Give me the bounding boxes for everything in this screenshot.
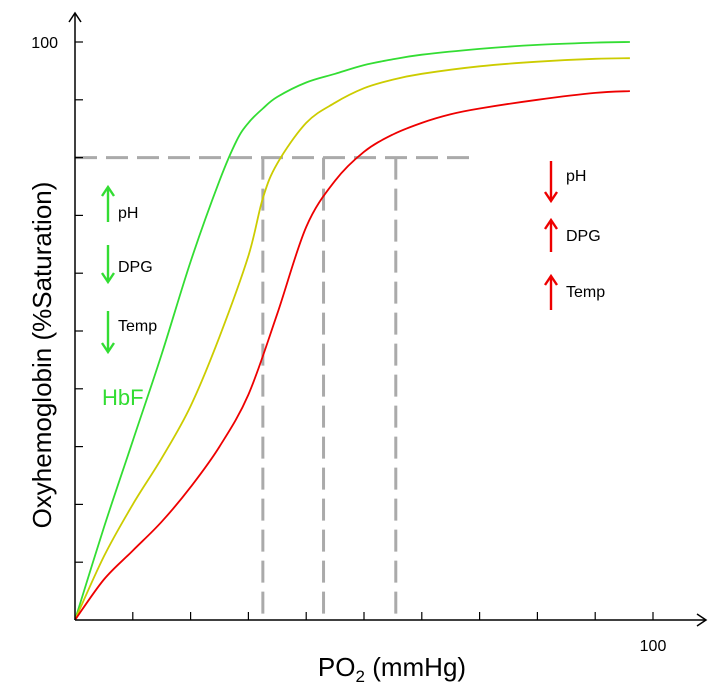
annotation-label-temp: Temp <box>118 318 157 335</box>
up-arrow-icon <box>544 273 558 310</box>
annotation-label-dpg: DPG <box>118 259 153 276</box>
axis-ticks <box>75 41 654 620</box>
y-axis-label: Oxyhemoglobin (%Saturation) <box>27 182 57 529</box>
x-axis-label-main: PO <box>318 652 356 682</box>
annotation-label-temp: Temp <box>566 284 605 301</box>
right-annotations: pH DPG Temp <box>544 161 605 310</box>
up-arrow-icon <box>101 184 115 222</box>
x-tick-label-100: 100 <box>640 638 667 655</box>
x-axis-label-subscript: 2 <box>356 667 365 686</box>
series-line-3 <box>74 90 630 621</box>
reference-lines <box>75 156 474 620</box>
series-lines <box>74 41 630 621</box>
x-axis-arrowhead <box>696 613 708 627</box>
series-line-2 <box>74 57 630 621</box>
hbf-label: HbF <box>102 385 144 410</box>
annotation-label-ph: pH <box>566 168 586 185</box>
x-axis-label-unit: (mmHg) <box>365 652 466 682</box>
axes <box>68 11 708 627</box>
series-line-1 <box>74 41 630 621</box>
y-tick-label-100: 100 <box>31 35 58 52</box>
left-annotations: pH DPG Temp <box>101 184 157 355</box>
y-axis-arrowhead <box>68 11 82 23</box>
down-arrow-icon <box>544 161 558 204</box>
annotation-label-dpg: DPG <box>566 228 601 245</box>
up-arrow-icon <box>544 217 558 252</box>
x-axis-label: PO2 (mmHg) <box>318 652 466 686</box>
down-arrow-icon <box>101 311 115 355</box>
down-arrow-icon <box>101 245 115 285</box>
annotation-label-ph: pH <box>118 205 138 222</box>
